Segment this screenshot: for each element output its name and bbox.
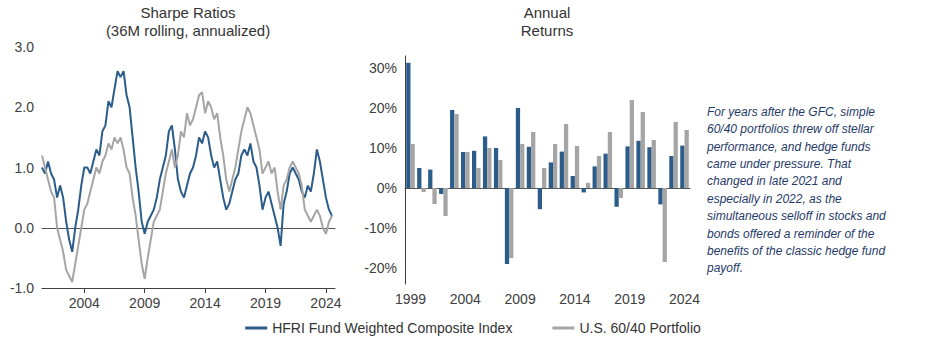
svg-text:especially in 2022, as the: especially in 2022, as the xyxy=(707,192,842,206)
svg-text:2019: 2019 xyxy=(614,291,645,307)
svg-text:2014: 2014 xyxy=(559,291,590,307)
svg-text:payoff.: payoff. xyxy=(706,261,743,275)
svg-text:Annual: Annual xyxy=(524,4,571,21)
svg-text:0%: 0% xyxy=(377,180,397,196)
svg-text:-20%: -20% xyxy=(364,260,397,276)
svg-text:changed in late 2021 and: changed in late 2021 and xyxy=(707,174,842,188)
svg-text:benefits of the classic hedge: benefits of the classic hedge fund xyxy=(707,244,885,258)
svg-text:20%: 20% xyxy=(369,100,397,116)
svg-text:U.S. 60/40 Portfolio: U.S. 60/40 Portfolio xyxy=(579,320,701,336)
svg-text:2014: 2014 xyxy=(190,295,221,311)
svg-text:2004: 2004 xyxy=(69,295,100,311)
svg-text:came under pressure. That: came under pressure. That xyxy=(707,157,852,171)
svg-text:For years after the GFC, simpl: For years after the GFC, simple xyxy=(707,105,875,119)
svg-text:10%: 10% xyxy=(369,140,397,156)
svg-text:simultaneous selloff in stocks: simultaneous selloff in stocks and xyxy=(707,209,886,223)
svg-text:60/40 portfolios threw off ste: 60/40 portfolios threw off stellar xyxy=(707,122,875,136)
svg-text:0.0: 0.0 xyxy=(15,220,35,236)
svg-text:(36M rolling, annualized): (36M rolling, annualized) xyxy=(106,22,270,39)
svg-text:1999: 1999 xyxy=(395,291,426,307)
svg-text:2004: 2004 xyxy=(450,291,481,307)
svg-text:-1.0: -1.0 xyxy=(10,280,34,296)
svg-text:2024: 2024 xyxy=(669,291,700,307)
svg-text:-10%: -10% xyxy=(364,220,397,236)
svg-text:Returns: Returns xyxy=(521,22,574,39)
svg-text:2.0: 2.0 xyxy=(15,99,35,115)
svg-text:bonds offered a reminder of th: bonds offered a reminder of the xyxy=(707,227,875,241)
svg-text:30%: 30% xyxy=(369,60,397,76)
svg-text:2019: 2019 xyxy=(250,295,281,311)
svg-text:2009: 2009 xyxy=(505,291,536,307)
svg-text:2009: 2009 xyxy=(129,295,160,311)
svg-text:performance, and hedge funds: performance, and hedge funds xyxy=(706,140,870,154)
svg-text:Sharpe Ratios: Sharpe Ratios xyxy=(140,4,235,21)
svg-text:2024: 2024 xyxy=(310,295,341,311)
svg-text:HFRI Fund Weighted Composite I: HFRI Fund Weighted Composite Index xyxy=(272,320,512,336)
svg-text:1.0: 1.0 xyxy=(15,160,35,176)
svg-text:3.0: 3.0 xyxy=(15,39,35,55)
